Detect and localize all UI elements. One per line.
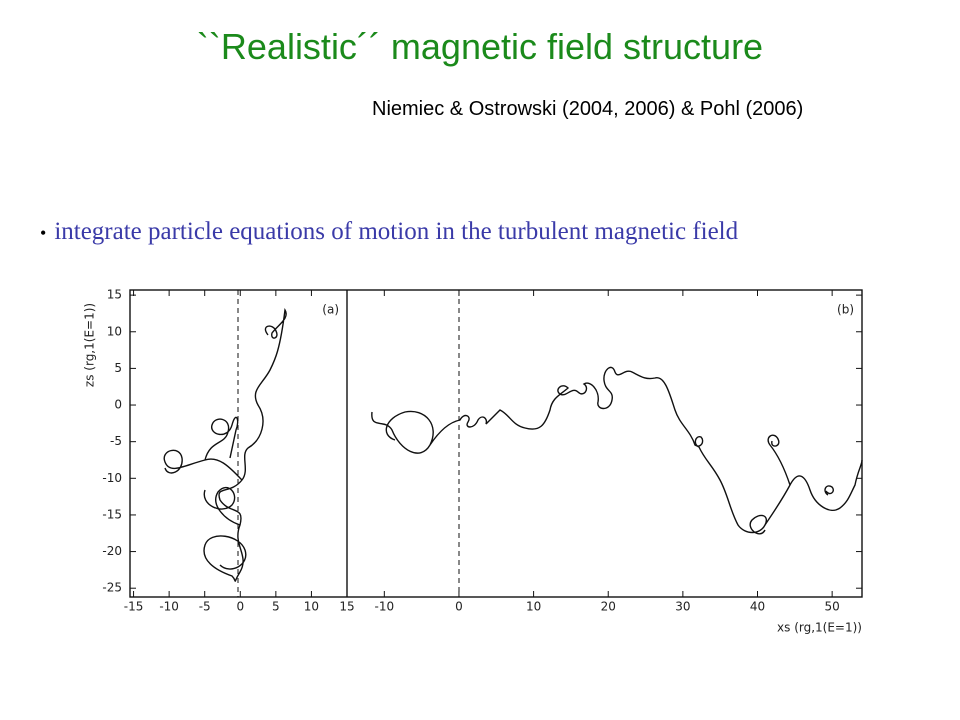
y-tick-label: -20	[102, 544, 122, 558]
x-tick-label: 30	[675, 600, 690, 614]
x-tick-label: 0	[455, 600, 463, 614]
frame	[129, 289, 863, 598]
x-tick-label: 5	[272, 600, 280, 614]
y-tick-label: -15	[102, 507, 122, 521]
panel-label: (a)	[322, 303, 339, 317]
y-tick-label: -25	[102, 581, 122, 595]
x-tick-label: -10	[375, 600, 395, 614]
trajectory	[163, 307, 287, 582]
x-tick-label: -10	[159, 600, 179, 614]
x-tick-label: 20	[601, 600, 616, 614]
slide-title: ``Realistic´´ magnetic field structure	[196, 26, 764, 67]
x-tick-label: -5	[199, 600, 211, 614]
x-tick-label: 10	[304, 600, 319, 614]
y-tick-label: 5	[114, 361, 122, 375]
y-tick-label: -10	[102, 471, 122, 485]
y-tick-label: 15	[107, 288, 122, 302]
x-tick-label: 40	[750, 600, 765, 614]
citation: Niemiec & Ostrowski (2004, 2006) & Pohl …	[372, 98, 804, 120]
y-tick-label: -5	[110, 434, 122, 448]
bullet-item: • integrate particle equations of motion …	[40, 218, 739, 245]
x-axis-label: xs (rg,1(E=1))	[777, 621, 862, 635]
x-tick-label: 50	[825, 600, 840, 614]
x-tick-label: 10	[526, 600, 541, 614]
bullet-text: integrate particle equations of motion i…	[54, 218, 739, 245]
trajectory	[371, 366, 863, 535]
y-axis-label: zs (rg,1(E=1))	[83, 303, 97, 387]
y-tick-label: 10	[107, 324, 122, 338]
x-tick-label: -15	[124, 600, 144, 614]
panel-label: (b)	[837, 303, 854, 317]
x-tick-label: 15	[339, 600, 354, 614]
y-tick-label: 0	[114, 398, 122, 412]
x-tick-label: 0	[236, 600, 244, 614]
